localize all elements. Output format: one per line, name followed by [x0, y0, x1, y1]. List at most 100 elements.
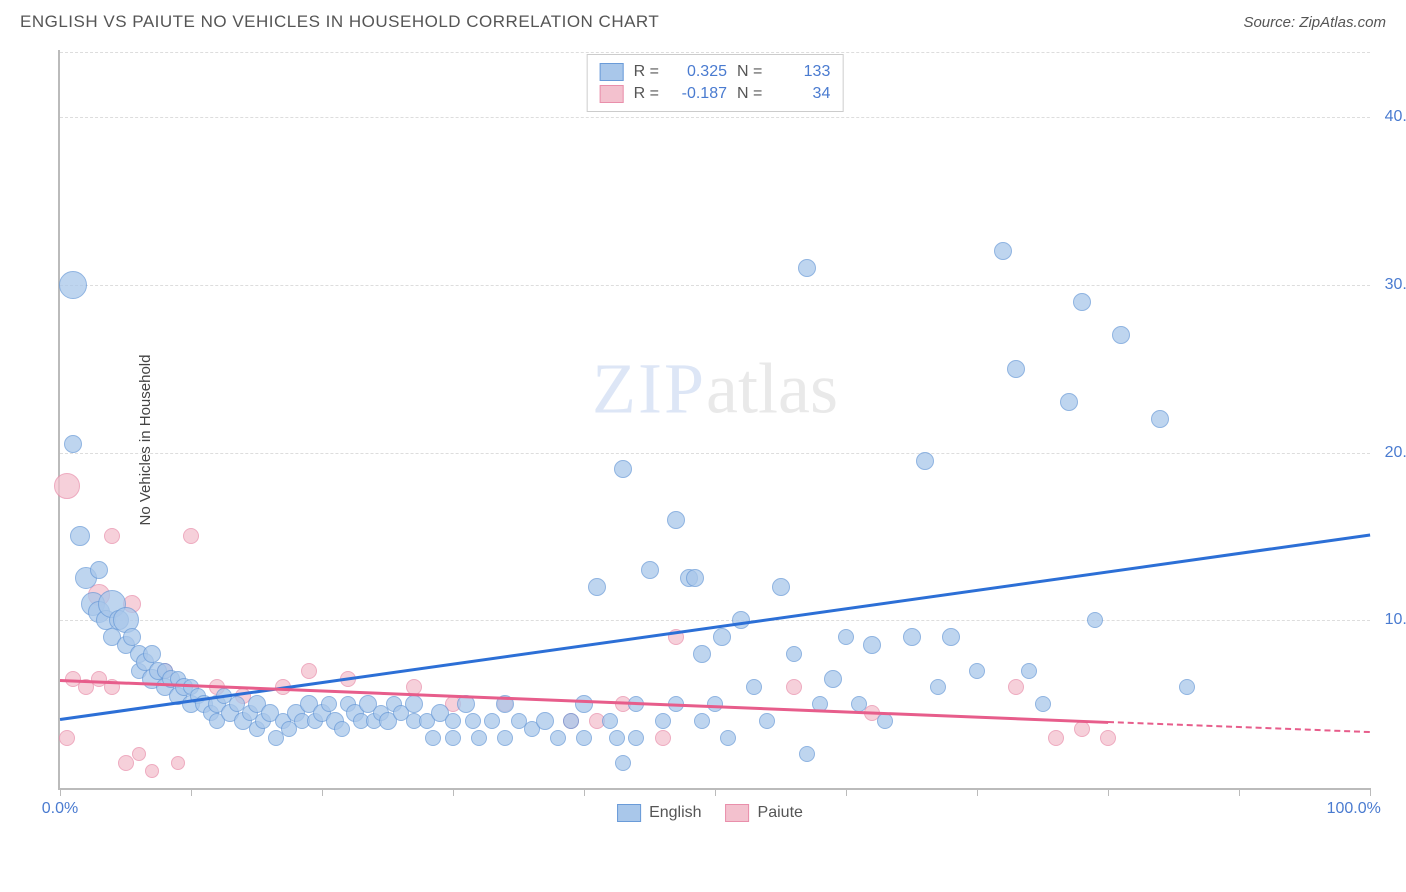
point-english — [693, 645, 711, 663]
point-english — [425, 730, 441, 746]
trend-line — [60, 533, 1370, 720]
point-english — [609, 730, 625, 746]
series-legend: English Paiute — [617, 804, 803, 822]
point-english — [641, 561, 659, 579]
legend-label-english: English — [649, 804, 701, 822]
point-english — [877, 713, 893, 729]
point-paiute — [145, 764, 159, 778]
watermark: ZIPatlas — [592, 348, 838, 431]
point-english — [969, 663, 985, 679]
x-tick — [453, 788, 454, 796]
x-min-label: 0.0% — [42, 800, 78, 818]
point-english — [64, 435, 82, 453]
point-english — [484, 713, 500, 729]
point-english — [465, 713, 481, 729]
x-tick — [322, 788, 323, 796]
point-english — [1179, 679, 1195, 695]
y-tick-label: 20.0% — [1385, 444, 1406, 462]
point-english — [445, 730, 461, 746]
point-english — [588, 578, 606, 596]
point-english — [70, 526, 90, 546]
point-english — [321, 696, 337, 712]
point-paiute — [59, 730, 75, 746]
point-english — [713, 628, 731, 646]
point-english — [602, 713, 618, 729]
x-tick — [1108, 788, 1109, 796]
plot-region: ZIPatlas R = 0.325 N = 133 R = -0.187 N … — [58, 50, 1370, 790]
point-paiute — [54, 473, 80, 499]
point-english — [1021, 663, 1037, 679]
x-tick — [1239, 788, 1240, 796]
y-tick-label: 30.0% — [1385, 276, 1406, 294]
point-english — [550, 730, 566, 746]
point-english — [445, 713, 461, 729]
x-tick — [584, 788, 585, 796]
swatch-english-icon — [617, 804, 641, 822]
chart-title: ENGLISH VS PAIUTE NO VEHICLES IN HOUSEHO… — [20, 12, 659, 32]
point-english — [615, 755, 631, 771]
point-english — [563, 713, 579, 729]
point-english — [1087, 612, 1103, 628]
swatch-english — [600, 63, 624, 81]
point-english — [655, 713, 671, 729]
x-tick — [1370, 788, 1371, 796]
point-english — [614, 460, 632, 478]
point-english — [1060, 393, 1078, 411]
point-english — [786, 646, 802, 662]
point-paiute — [786, 679, 802, 695]
x-tick — [977, 788, 978, 796]
swatch-paiute-icon — [726, 804, 750, 822]
chart-area: No Vehicles in Household ZIPatlas R = 0.… — [50, 50, 1370, 830]
point-english — [405, 695, 423, 713]
point-english — [536, 712, 554, 730]
point-english — [576, 730, 592, 746]
point-paiute — [1008, 679, 1024, 695]
point-english — [1151, 410, 1169, 428]
point-english — [686, 569, 704, 587]
point-english — [667, 511, 685, 529]
point-english — [916, 452, 934, 470]
x-tick — [191, 788, 192, 796]
point-english — [1073, 293, 1091, 311]
point-english — [772, 578, 790, 596]
legend-row-paiute: R = -0.187 N = 34 — [600, 83, 831, 105]
y-tick-label: 10.0% — [1385, 611, 1406, 629]
point-paiute — [1074, 721, 1090, 737]
point-english — [471, 730, 487, 746]
legend-label-paiute: Paiute — [758, 804, 803, 822]
trend-line — [1108, 721, 1370, 733]
point-english — [746, 679, 762, 695]
point-english — [798, 259, 816, 277]
point-english — [720, 730, 736, 746]
point-english — [123, 628, 141, 646]
point-english — [334, 721, 350, 737]
point-english — [497, 730, 513, 746]
swatch-paiute — [600, 85, 624, 103]
legend-item-paiute: Paiute — [726, 804, 803, 822]
point-english — [994, 242, 1012, 260]
point-english — [628, 730, 644, 746]
point-english — [930, 679, 946, 695]
legend-item-english: English — [617, 804, 701, 822]
point-paiute — [1048, 730, 1064, 746]
point-english — [575, 695, 593, 713]
point-paiute — [171, 756, 185, 770]
grid-line — [60, 117, 1370, 118]
point-english — [824, 670, 842, 688]
x-tick — [60, 788, 61, 796]
point-english — [863, 636, 881, 654]
point-english — [799, 746, 815, 762]
point-english — [759, 713, 775, 729]
point-english — [903, 628, 921, 646]
point-english — [694, 713, 710, 729]
grid-line — [60, 285, 1370, 286]
point-english — [838, 629, 854, 645]
point-english — [1112, 326, 1130, 344]
grid-line — [60, 453, 1370, 454]
source-label: Source: ZipAtlas.com — [1243, 14, 1386, 31]
correlation-legend: R = 0.325 N = 133 R = -0.187 N = 34 — [587, 54, 844, 112]
point-english — [59, 271, 87, 299]
point-english — [942, 628, 960, 646]
point-paiute — [1100, 730, 1116, 746]
x-tick — [846, 788, 847, 796]
